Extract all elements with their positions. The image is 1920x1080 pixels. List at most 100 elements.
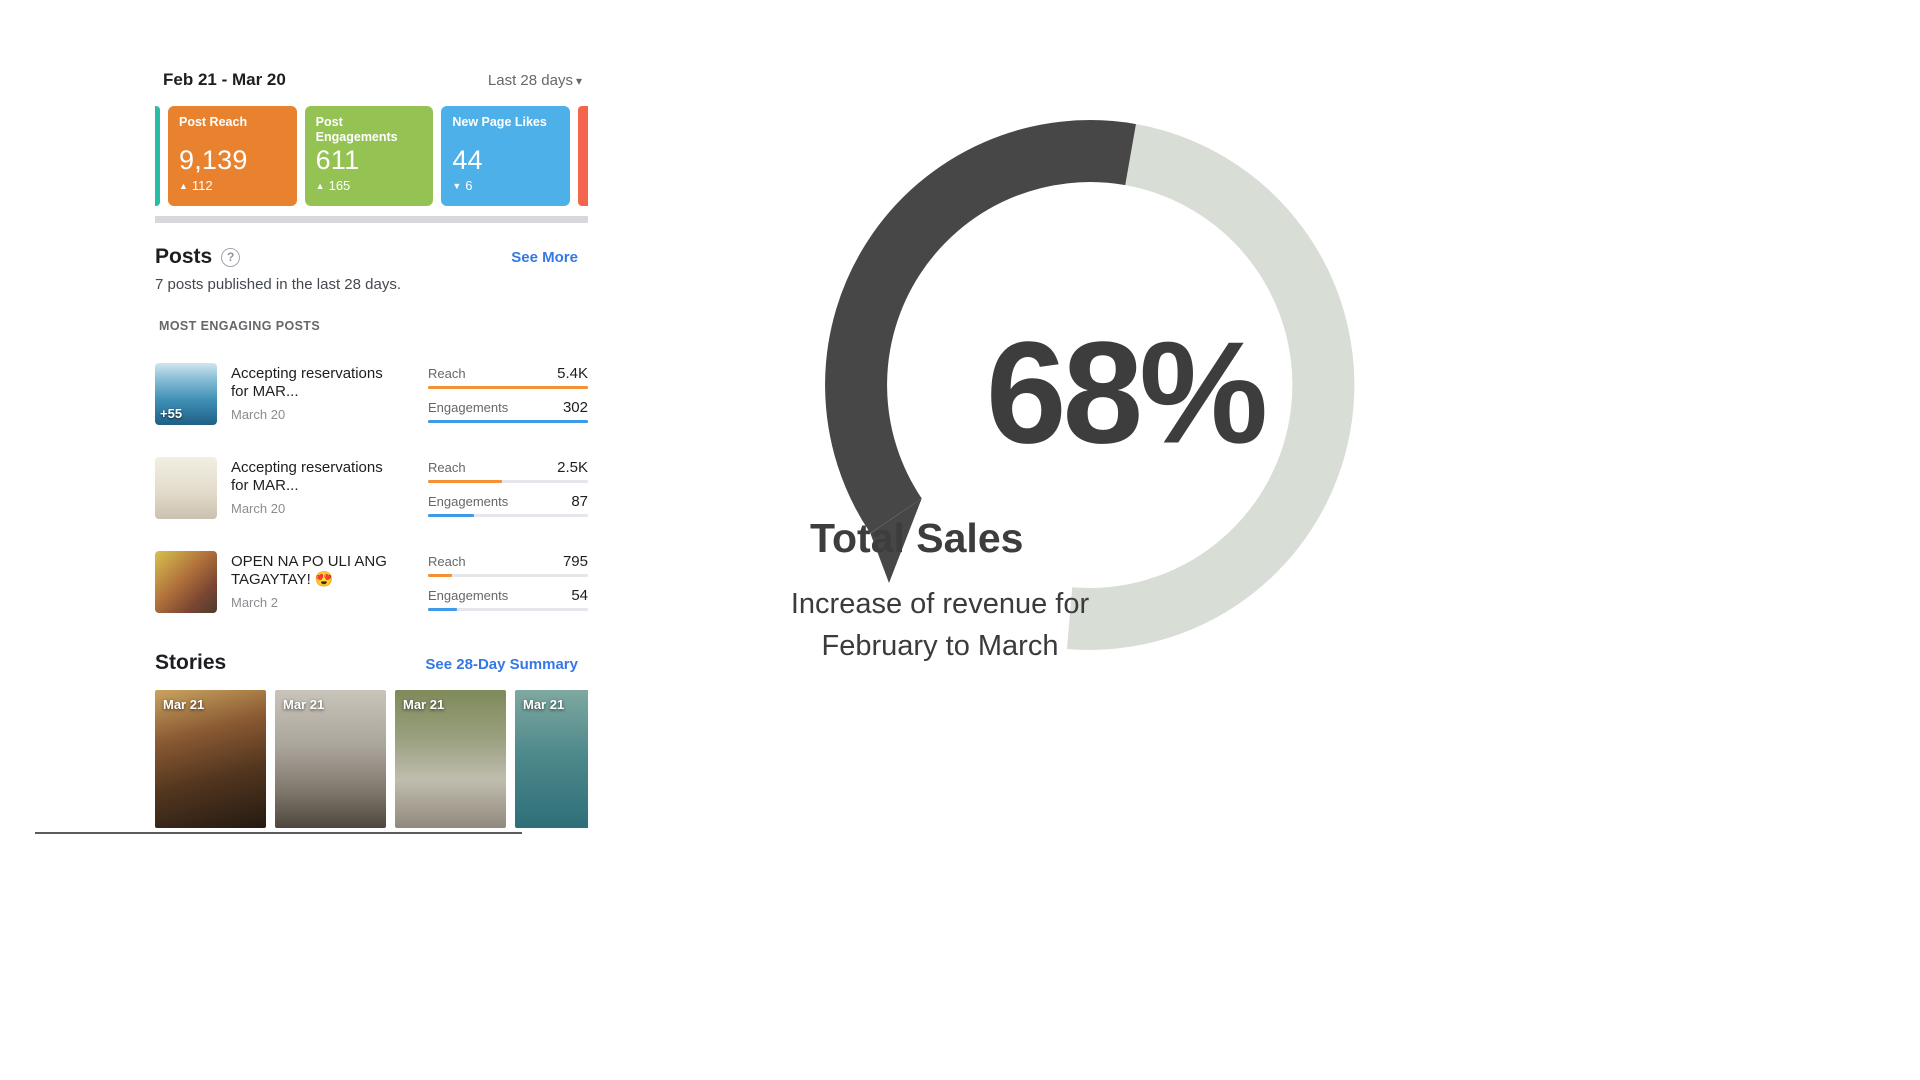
engagements-metric: Engagements 54 (428, 587, 588, 611)
delta-value: 6 (465, 178, 473, 194)
most-engaging-posts-label: MOST ENGAGING POSTS (159, 319, 321, 333)
engagements-value: 302 (562, 399, 588, 416)
facebook-insights-panel: Feb 21 - Mar 20 Last 28 days ▾ Post Reach… (155, 66, 589, 828)
gauge-subtitle-line2: February to March (821, 630, 1059, 663)
post-thumbnail (155, 551, 217, 613)
photo-count-overlay: +55 (160, 406, 183, 421)
reach-value: 795 (562, 553, 588, 570)
reach-bar-fill (428, 480, 502, 483)
gauge-title: Total Sales (810, 515, 1024, 561)
post-row[interactable]: Accepting reservations for MAR... March … (155, 457, 588, 521)
post-title: Accepting reservations for MAR... (231, 365, 383, 401)
reach-bar-fill (428, 574, 452, 577)
post-metrics: Reach 5.4K Engagements 302 (428, 363, 588, 427)
arrow-up-icon: ▲ (315, 180, 325, 191)
engagements-bar (428, 608, 588, 611)
card-post-reach[interactable]: Post Reach 9,139 ▲ 112 (168, 106, 297, 206)
see-more-link[interactable]: See More (511, 248, 578, 266)
story-date: Mar 21 (163, 697, 205, 712)
post-thumbnail (155, 457, 217, 519)
post-title: Accepting reservations for MAR... (231, 459, 383, 495)
story-date: Mar 21 (403, 697, 445, 712)
gauge-pointer (870, 498, 922, 583)
bottom-divider-line (35, 832, 522, 834)
engagements-value: 87 (571, 493, 588, 510)
engagements-metric: Engagements 302 (428, 399, 588, 423)
delta-value: 112 (191, 178, 213, 194)
engagements-value: 54 (571, 587, 588, 604)
period-label: Last 28 days (487, 72, 573, 89)
reach-metric: Reach 5.4K (428, 365, 588, 389)
story-thumbnail[interactable]: Mar 21 (515, 690, 588, 828)
prev-card-edge (155, 106, 160, 206)
card-post-engagements[interactable]: Post Engagements 611 ▲ 165 (304, 106, 434, 206)
next-card-edge (578, 106, 589, 206)
reach-bar (428, 386, 588, 389)
card-delta: ▲ 165 (316, 178, 423, 193)
post-date: March 20 (231, 500, 286, 516)
posts-header: Posts ? See More (155, 245, 588, 269)
posts-title: Posts (155, 245, 213, 268)
post-metrics: Reach 2.5K Engagements 87 (428, 457, 588, 521)
gauge-dark-arc (825, 120, 1136, 534)
reach-metric: Reach 2.5K (428, 459, 588, 483)
post-info: Accepting reservations for MAR... March … (231, 363, 414, 427)
engagements-bar (428, 420, 588, 423)
post-info: Accepting reservations for MAR... March … (231, 457, 414, 521)
card-value: 44 (452, 145, 483, 175)
reach-label: Reach (428, 366, 466, 381)
reach-value: 5.4K (557, 365, 588, 382)
card-label: New Page Likes (452, 115, 547, 129)
card-label: Post Engagements (315, 115, 398, 144)
engagements-label: Engagements (428, 400, 509, 415)
engagements-bar-fill (428, 514, 475, 517)
story-thumbnail[interactable]: Mar 21 (395, 690, 506, 828)
metric-cards-row: Post Reach 9,139 ▲ 112 Post Engagements … (155, 106, 589, 206)
post-row[interactable]: OPEN NA PO ULI ANG TAGAYTAY! 😍 March 2 R… (155, 551, 588, 615)
help-icon[interactable]: ? (221, 247, 241, 267)
delta-value: 165 (328, 178, 351, 194)
stories-title: Stories (155, 651, 227, 674)
period-dropdown[interactable]: Last 28 days ▾ (488, 72, 582, 89)
post-row[interactable]: +55 Accepting reservations for MAR... Ma… (155, 363, 588, 427)
arrow-down-icon: ▼ (452, 180, 462, 191)
gauge-subtitle: Increase of revenue for February to Marc… (782, 583, 1098, 667)
chevron-down-icon: ▾ (575, 74, 582, 88)
engagements-bar-fill (428, 608, 457, 611)
post-date: March 2 (231, 594, 278, 610)
gauge-light-arc (1067, 124, 1355, 650)
date-range: Feb 21 - Mar 20 (163, 70, 286, 89)
reach-metric: Reach 795 (428, 553, 588, 577)
arrow-up-icon: ▲ (179, 180, 188, 191)
post-thumbnail: +55 (155, 363, 217, 425)
reach-bar (428, 480, 588, 483)
card-delta: ▼ 6 (452, 178, 559, 193)
card-new-page-likes[interactable]: New Page Likes 44 ▼ 6 (441, 106, 571, 206)
reach-label: Reach (428, 460, 466, 475)
reach-bar-fill (428, 386, 588, 389)
post-title: OPEN NA PO ULI ANG TAGAYTAY! 😍 (231, 553, 387, 589)
reach-label: Reach (428, 554, 466, 569)
see-28-day-summary-link[interactable]: See 28-Day Summary (425, 656, 578, 673)
story-date: Mar 21 (523, 697, 565, 712)
story-thumbnail[interactable]: Mar 21 (275, 690, 386, 828)
stories-row: Mar 21 Mar 21 Mar 21 Mar 21 (155, 690, 588, 828)
engagements-label: Engagements (428, 588, 509, 603)
reach-bar (428, 574, 588, 577)
total-sales-gauge: 68% Total Sales Increase of revenue for … (780, 90, 1400, 730)
post-info: OPEN NA PO ULI ANG TAGAYTAY! 😍 March 2 (231, 551, 414, 615)
story-thumbnail[interactable]: Mar 21 (155, 690, 266, 828)
engagements-bar-fill (428, 420, 588, 423)
card-value: 611 (315, 145, 360, 175)
card-value: 9,139 (179, 145, 248, 175)
engagements-bar (428, 514, 588, 517)
gauge-subtitle-line1: Increase of revenue for (790, 588, 1090, 620)
engagements-metric: Engagements 87 (428, 493, 588, 517)
card-label: Post Reach (179, 115, 248, 129)
stories-header: Stories See 28-Day Summary (155, 651, 588, 675)
gauge-percent-value: 68% (985, 311, 1268, 474)
posts-summary: 7 posts published in the last 28 days. (155, 276, 401, 293)
card-delta: ▲ 112 (179, 178, 286, 193)
reach-value: 2.5K (557, 459, 588, 476)
story-date: Mar 21 (283, 697, 325, 712)
